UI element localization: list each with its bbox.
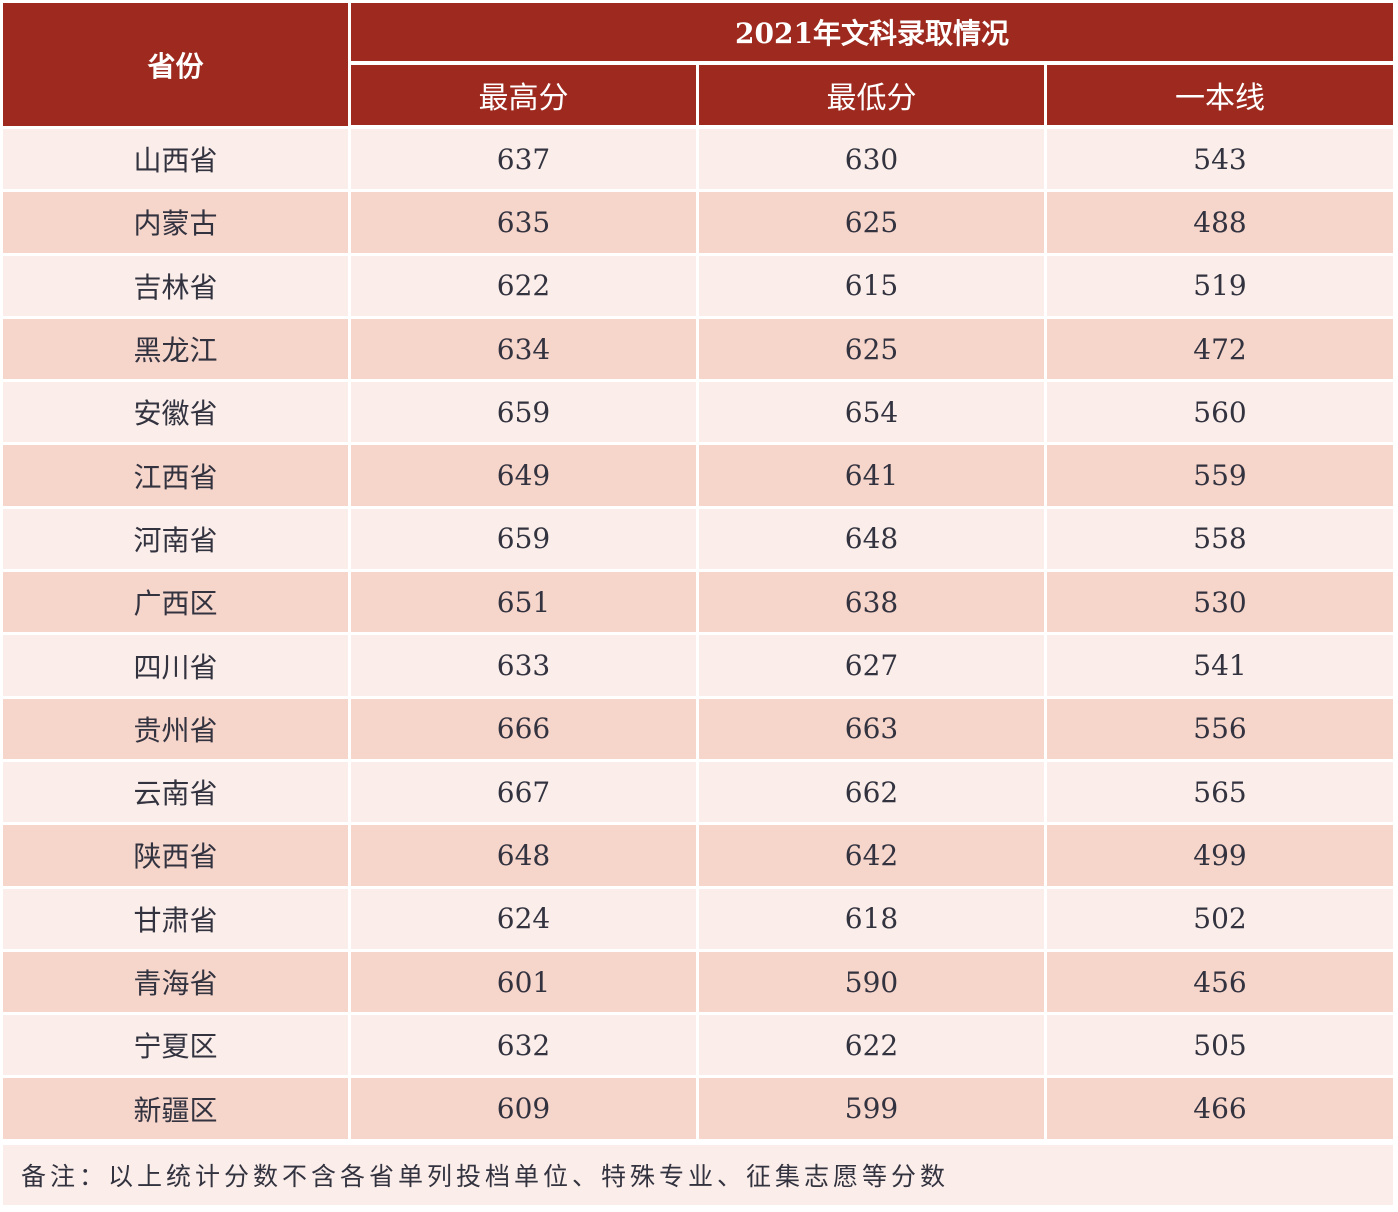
first-tier-line-cell: 541	[1047, 635, 1393, 696]
max-score-cell: 667	[351, 761, 696, 823]
min-score-cell: 622	[699, 1015, 1044, 1076]
header-first-tier-line: 一本线	[1047, 65, 1393, 125]
max-score-cell: 637	[351, 129, 696, 190]
province-cell: 云南省	[3, 761, 348, 823]
max-score-cell: 659	[351, 508, 696, 570]
min-score-cell: 654	[699, 382, 1044, 443]
first-tier-line-cell: 530	[1047, 572, 1393, 633]
min-score-cell: 627	[699, 635, 1044, 696]
province-cell: 内蒙古	[3, 192, 348, 253]
province-cell: 新疆区	[3, 1078, 348, 1139]
max-score-cell: 648	[351, 825, 696, 886]
header-title: 2021年文科录取情况	[351, 3, 1393, 61]
first-tier-line-cell: 565	[1047, 761, 1393, 823]
min-score-cell: 618	[699, 888, 1044, 949]
max-score-cell: 624	[351, 888, 696, 949]
province-cell: 黑龙江	[3, 318, 348, 380]
min-score-cell: 590	[699, 951, 1044, 1013]
first-tier-line-cell: 560	[1047, 382, 1393, 443]
province-cell: 山西省	[3, 129, 348, 190]
max-score-cell: 666	[351, 698, 696, 759]
header-max-score: 最高分	[351, 65, 696, 125]
min-score-cell: 642	[699, 825, 1044, 886]
max-score-cell: 651	[351, 572, 696, 633]
first-tier-line-cell: 472	[1047, 318, 1393, 380]
min-score-cell: 641	[699, 445, 1044, 506]
max-score-cell: 649	[351, 445, 696, 506]
header-min-score: 最低分	[699, 65, 1044, 125]
min-score-cell: 615	[699, 255, 1044, 316]
province-cell: 广西区	[3, 572, 348, 633]
table-note: 备注：以上统计分数不含各省单列投档单位、特殊专业、征集志愿等分数	[3, 1145, 1393, 1205]
min-score-cell: 625	[699, 192, 1044, 253]
first-tier-line-cell: 559	[1047, 445, 1393, 506]
province-cell: 河南省	[3, 508, 348, 570]
first-tier-line-cell: 466	[1047, 1078, 1393, 1139]
first-tier-line-cell: 456	[1047, 951, 1393, 1013]
min-score-cell: 630	[699, 129, 1044, 190]
first-tier-line-cell: 499	[1047, 825, 1393, 886]
province-cell: 江西省	[3, 445, 348, 506]
first-tier-line-cell: 519	[1047, 255, 1393, 316]
first-tier-line-cell: 505	[1047, 1015, 1393, 1076]
max-score-cell: 601	[351, 951, 696, 1013]
admission-table: 省份 2021年文科录取情况 最高分 最低分 一本线 山西省 637 630 543 内…	[3, 3, 1393, 1139]
province-cell: 陕西省	[3, 825, 348, 886]
first-tier-line-cell: 558	[1047, 508, 1393, 570]
min-score-cell: 625	[699, 318, 1044, 380]
first-tier-line-cell: 502	[1047, 888, 1393, 949]
header-province: 省份	[3, 3, 348, 126]
max-score-cell: 634	[351, 318, 696, 380]
min-score-cell: 662	[699, 761, 1044, 823]
min-score-cell: 648	[699, 508, 1044, 570]
max-score-cell: 622	[351, 255, 696, 316]
province-cell: 吉林省	[3, 255, 348, 316]
max-score-cell: 609	[351, 1078, 696, 1139]
max-score-cell: 659	[351, 382, 696, 443]
province-cell: 贵州省	[3, 698, 348, 759]
first-tier-line-cell: 543	[1047, 129, 1393, 190]
min-score-cell: 599	[699, 1078, 1044, 1139]
max-score-cell: 635	[351, 192, 696, 253]
max-score-cell: 632	[351, 1015, 696, 1076]
province-cell: 宁夏区	[3, 1015, 348, 1076]
province-cell: 青海省	[3, 951, 348, 1013]
first-tier-line-cell: 556	[1047, 698, 1393, 759]
min-score-cell: 638	[699, 572, 1044, 633]
first-tier-line-cell: 488	[1047, 192, 1393, 253]
max-score-cell: 633	[351, 635, 696, 696]
min-score-cell: 663	[699, 698, 1044, 759]
province-cell: 四川省	[3, 635, 348, 696]
province-cell: 甘肃省	[3, 888, 348, 949]
province-cell: 安徽省	[3, 382, 348, 443]
